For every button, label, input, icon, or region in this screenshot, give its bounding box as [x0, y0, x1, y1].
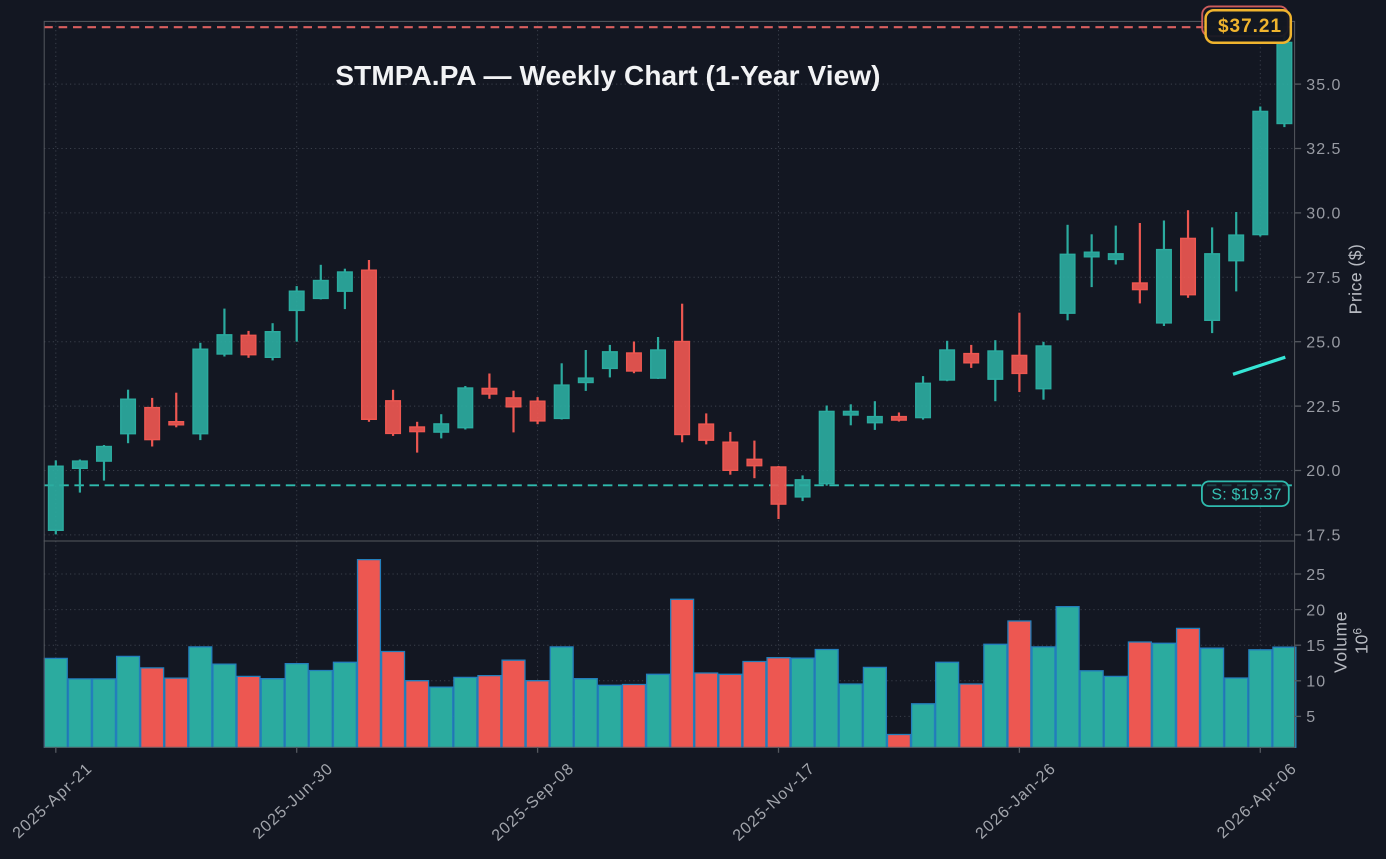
svg-text:Price ($): Price ($) [1346, 244, 1366, 315]
svg-text:25.0: 25.0 [1306, 334, 1341, 351]
svg-text:32.5: 32.5 [1306, 141, 1341, 158]
svg-text:25: 25 [1306, 567, 1326, 584]
svg-text:5: 5 [1306, 709, 1316, 726]
svg-text:20.0: 20.0 [1306, 463, 1341, 480]
svg-text:STMPA.PA — Weekly Chart (1-Yea: STMPA.PA — Weekly Chart (1-Year View) [335, 60, 880, 91]
svg-text:20: 20 [1306, 602, 1326, 619]
svg-text:30.0: 30.0 [1306, 206, 1341, 223]
svg-text:10: 10 [1306, 674, 1326, 691]
svg-text:35.0: 35.0 [1306, 77, 1341, 94]
svg-text:15: 15 [1306, 638, 1326, 655]
svg-text:17.5: 17.5 [1306, 528, 1341, 545]
svg-text:$37.21: $37.21 [1218, 16, 1282, 37]
svg-text:S: $19.37: S: $19.37 [1211, 487, 1281, 504]
svg-text:27.5: 27.5 [1306, 270, 1341, 287]
svg-text:22.5: 22.5 [1306, 399, 1341, 416]
svg-text:Volume: Volume [1331, 611, 1351, 673]
